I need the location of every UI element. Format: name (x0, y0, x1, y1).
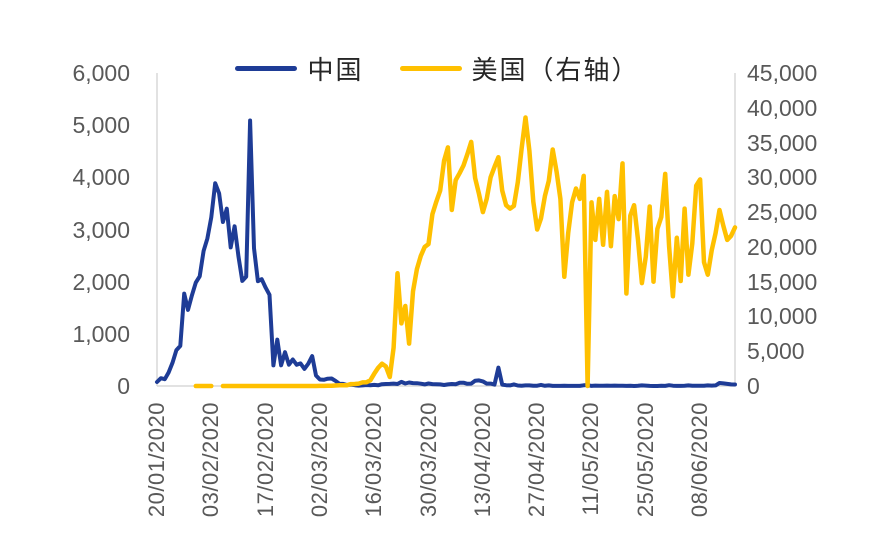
y-axis-right-tick-label: 15,000 (747, 268, 818, 295)
china-series-line (155, 118, 737, 388)
x-axis-date-tick-label: 25/05/2020 (632, 402, 658, 518)
legend-label-us: 美国（右轴） (471, 56, 640, 86)
legend-item-china: 中国 (235, 50, 363, 87)
y-axis-left-tick-label: 0 (117, 373, 130, 399)
y-axis-right-tick-label: 25,000 (747, 199, 818, 226)
x-axis-date-tick-label: 08/06/2020 (687, 402, 713, 518)
y-axis-right-tick-label: 45,000 (747, 60, 818, 86)
y-axis-right-tick-label: 10,000 (747, 303, 818, 330)
x-axis-date-tick-label: 27/04/2020 (524, 402, 550, 518)
us-line-swatch (399, 66, 462, 71)
x-axis-date-tick-label: 20/01/2020 (144, 402, 169, 518)
y-axis-right-tick-label: 0 (747, 373, 760, 399)
x-axis-date-tick-label: 03/02/2020 (198, 402, 224, 518)
y-axis-left-tick-label: 4,000 (72, 164, 130, 191)
chart-legend: 中国 美国（右轴） (0, 50, 875, 87)
y-axis-left-tick-label: 3,000 (72, 216, 130, 243)
x-axis-date-tick-label: 16/03/2020 (361, 402, 387, 518)
y-axis-right-tick-label: 5,000 (747, 338, 805, 365)
x-axis-date-tick-label: 02/03/2020 (306, 402, 332, 518)
y-axis-right-tick-label: 20,000 (747, 233, 818, 260)
x-axis-date-tick-label: 30/03/2020 (415, 402, 441, 518)
x-axis-date-tick-label: 11/05/2020 (578, 402, 604, 516)
y-axis-right-tick-label: 35,000 (747, 129, 818, 156)
y-axis-left-tick-label: 6,000 (72, 60, 130, 86)
x-axis-date-tick-label: 13/04/2020 (469, 402, 495, 518)
us-series-line (220, 115, 738, 389)
legend-item-us: 美国（右轴） (399, 50, 640, 87)
y-axis-left-tick-label: 5,000 (72, 112, 130, 139)
y-axis-left-tick-label: 2,000 (72, 268, 130, 295)
legend-label-china: 中国 (307, 56, 364, 86)
x-axis-date-tick-label: 17/02/2020 (252, 402, 278, 518)
y-axis-left-tick-label: 1,000 (72, 320, 130, 347)
y-axis-right-tick-label: 40,000 (747, 94, 818, 121)
y-axis-right-tick-label: 30,000 (747, 164, 818, 191)
china-line-swatch (235, 66, 298, 71)
